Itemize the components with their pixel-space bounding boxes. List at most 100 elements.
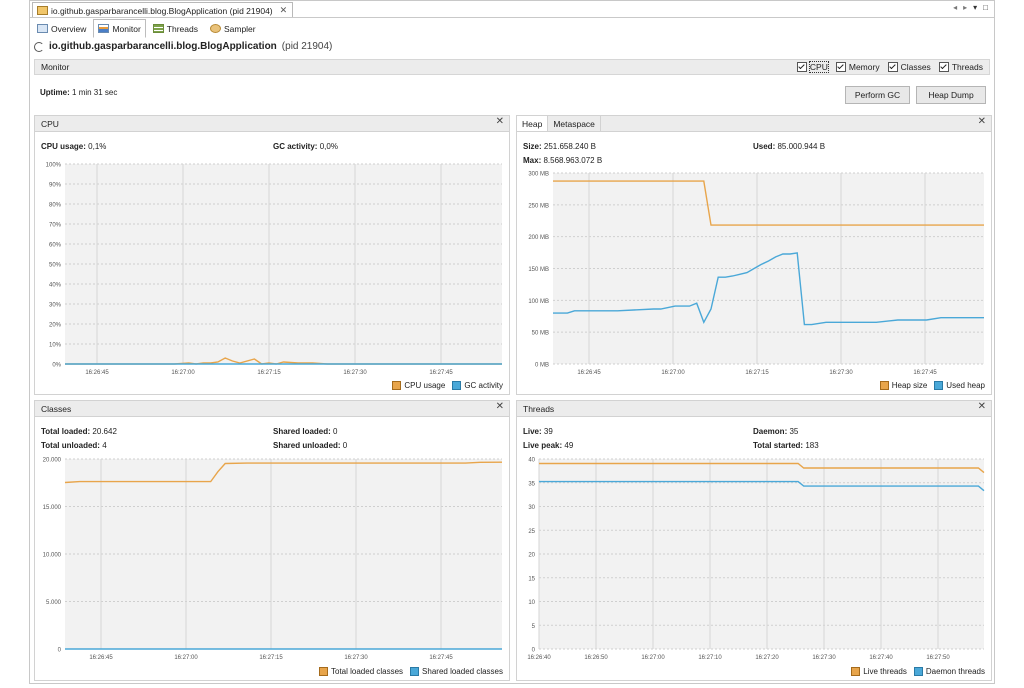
plot-area — [553, 173, 984, 364]
perform-gc-button[interactable]: Perform GC — [845, 86, 910, 104]
checkbox-classes-box[interactable] — [887, 62, 898, 72]
close-icon[interactable]: ✕ — [977, 401, 986, 412]
plot-area — [539, 459, 984, 649]
x-tick-label: 16:27:45 — [429, 370, 453, 376]
shared-unloaded: Shared unloaded: 0 — [273, 441, 347, 450]
legend-swatch — [410, 667, 420, 676]
legend-swatch — [452, 381, 462, 390]
shared-loaded-value: 0 — [333, 427, 338, 436]
cpu-legend: CPU usage GC activity — [392, 381, 503, 390]
x-tick-label: 16:27:50 — [926, 655, 950, 661]
uptime: Uptime: 1 min 31 sec — [40, 88, 117, 97]
y-tick-label: 20.000 — [43, 458, 62, 464]
maximize-icon[interactable]: □ — [983, 3, 988, 12]
x-tick-label: 16:27:40 — [869, 655, 893, 661]
shared-unloaded-value: 0 — [342, 441, 348, 450]
document-tab[interactable]: io.github.gasparbarancelli.blog.BlogAppl… — [32, 2, 294, 18]
y-tick-label: 20 — [528, 553, 535, 559]
cpu-panel: CPU ✕ CPU usage: 0,1% GC activity: 0,0% … — [34, 115, 510, 395]
checkbox-cpu[interactable]: CPU — [796, 61, 829, 73]
y-tick-label: 60% — [49, 243, 62, 249]
legend-swatch — [913, 667, 923, 676]
dropdown-icon[interactable]: ▾ — [973, 3, 978, 12]
x-tick-label: 16:27:15 — [259, 655, 283, 661]
uptime-value: 1 min 31 sec — [72, 88, 118, 97]
checkbox-cpu-box[interactable] — [796, 62, 807, 72]
y-tick-label: 5 — [532, 624, 536, 630]
app-pid: (pid 21904) — [281, 41, 333, 52]
monitor-header: Monitor CPU Memory Classes Threads — [34, 59, 990, 75]
classes-panel-header: Classes ✕ — [35, 401, 509, 417]
x-tick-label: 16:27:00 — [641, 655, 665, 661]
live-label: Live: — [523, 427, 542, 436]
cpu-panel-title: CPU — [41, 118, 59, 129]
shared-loaded: Shared loaded: 0 — [273, 427, 337, 436]
cpu-usage: CPU usage: 0,1% — [41, 142, 106, 151]
x-tick-label: 16:26:45 — [85, 370, 109, 376]
divider — [30, 17, 994, 18]
x-tick-label: 16:27:45 — [429, 655, 453, 661]
series-line-used-heap — [553, 252, 984, 326]
tab-monitor[interactable]: Monitor — [93, 19, 146, 38]
cpu-panel-header: CPU ✕ — [35, 116, 509, 132]
y-tick-label: 70% — [49, 223, 62, 229]
close-icon[interactable]: ✕ — [495, 116, 504, 127]
shared-unloaded-label: Shared unloaded: — [273, 441, 341, 450]
tab-threads[interactable]: Threads — [148, 19, 203, 38]
close-icon[interactable]: ✕ — [495, 401, 504, 412]
daemon-threads: Daemon: 35 — [753, 427, 798, 436]
checkbox-memory[interactable]: Memory — [835, 62, 880, 72]
started-label: Total started: — [753, 441, 804, 450]
checkbox-classes[interactable]: Classes — [887, 62, 931, 72]
y-tick-label: 50% — [49, 263, 62, 269]
heap-max-value: 8.568.963.072 B — [543, 156, 603, 165]
cpu-usage-value: 0,1% — [88, 142, 107, 151]
heap-size-value: 251.658.240 B — [543, 142, 596, 151]
java-app-icon — [37, 6, 48, 15]
series-line-daemon-threads — [539, 480, 985, 492]
y-tick-label: 30% — [49, 303, 62, 309]
legend-swatch — [851, 667, 861, 676]
tab-heap[interactable]: Heap — [517, 116, 549, 131]
scroll-left-icon[interactable]: ◂ — [953, 3, 958, 12]
y-tick-label: 25 — [528, 529, 535, 535]
tab-overview[interactable]: Overview — [32, 19, 91, 38]
total-unloaded-value: 4 — [102, 441, 107, 450]
threads-legend: Live threads Daemon threads — [851, 667, 985, 676]
heap-size: Size: 251.658.240 B — [523, 142, 596, 151]
x-tick-label: 16:27:30 — [344, 655, 368, 661]
y-tick-label: 0 — [532, 648, 536, 654]
legend-heap-size: Heap size — [879, 381, 927, 390]
legend-label: Shared loaded classes — [422, 667, 503, 676]
heap-panel: Heap Metaspace ✕ Size: 251.658.240 B Use… — [516, 115, 992, 395]
legend-daemon-threads: Daemon threads — [913, 667, 985, 676]
tab-sampler[interactable]: Sampler — [205, 19, 261, 38]
checkbox-threads-box[interactable] — [938, 62, 949, 72]
checkbox-threads[interactable]: Threads — [938, 62, 983, 72]
classes-legend: Total loaded classes Shared loaded class… — [319, 667, 503, 676]
tab-metaspace[interactable]: Metaspace — [548, 116, 601, 131]
monitor-title: Monitor — [41, 62, 70, 72]
legend-label: Total loaded classes — [331, 667, 404, 676]
y-tick-label: 30 — [528, 505, 535, 511]
total-loaded-label: Total loaded: — [41, 427, 91, 436]
window-controls: ◂ ▸ ▾ □ — [953, 3, 988, 12]
checkbox-memory-box[interactable] — [835, 62, 846, 72]
peak-label: Live peak: — [523, 441, 563, 450]
x-tick-label: 16:26:45 — [577, 370, 601, 376]
x-tick-label: 16:27:00 — [171, 370, 195, 376]
monitor-icon — [98, 24, 110, 33]
threads-panel-header: Threads ✕ — [517, 401, 991, 417]
y-tick-label: 0% — [52, 363, 61, 369]
threads-panel: Threads ✕ Live: 39 Live peak: 49 Daemon:… — [516, 400, 992, 681]
close-tab-icon[interactable]: ✕ — [279, 5, 288, 15]
y-tick-label: 90% — [49, 183, 62, 189]
legend-live-threads: Live threads — [851, 667, 907, 676]
y-tick-label: 0 — [58, 648, 62, 654]
heap-legend: Heap size Used heap — [879, 381, 985, 390]
scroll-right-icon[interactable]: ▸ — [963, 3, 968, 12]
checkbox-memory-label: Memory — [848, 62, 880, 72]
heap-dump-button[interactable]: Heap Dump — [916, 86, 986, 104]
classes-panel-title: Classes — [41, 403, 72, 414]
close-icon[interactable]: ✕ — [977, 116, 986, 127]
